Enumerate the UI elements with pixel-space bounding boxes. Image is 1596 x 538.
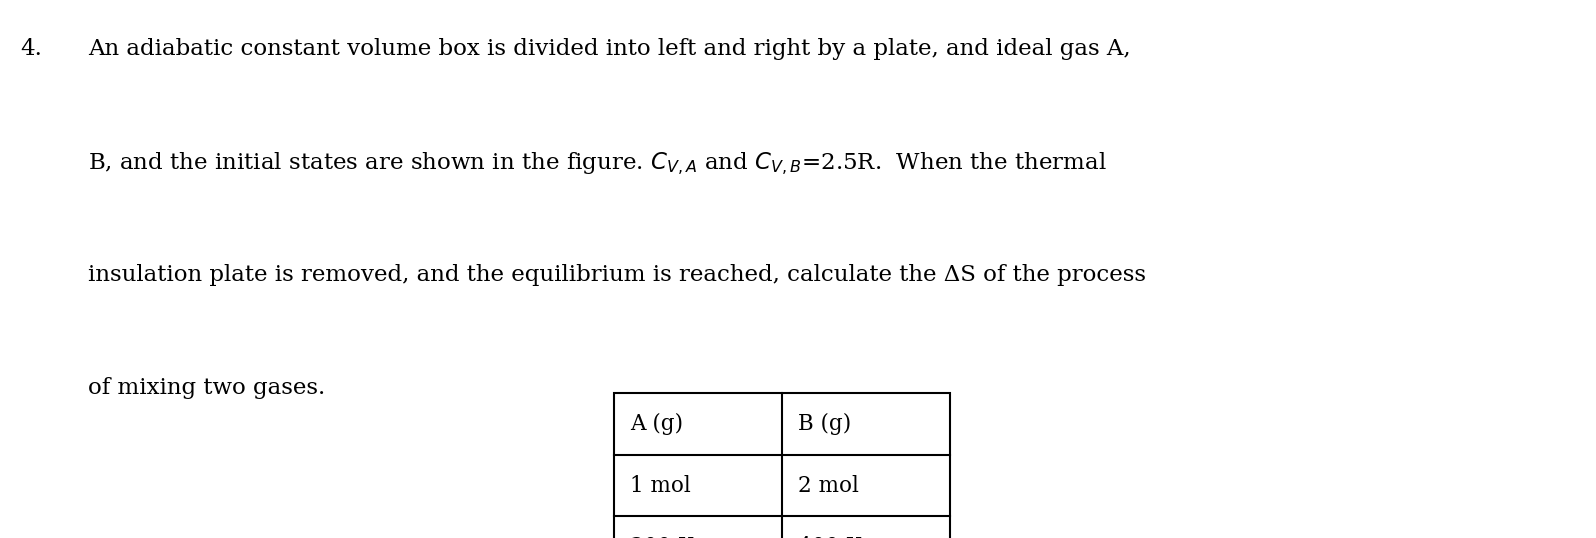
Text: 400 K: 400 K xyxy=(798,536,862,538)
Text: 1 mol: 1 mol xyxy=(630,475,691,497)
Text: B (g): B (g) xyxy=(798,413,851,435)
Text: 4.: 4. xyxy=(21,38,43,60)
Text: insulation plate is removed, and the equilibrium is reached, calculate the ΔS of: insulation plate is removed, and the equ… xyxy=(88,264,1146,286)
Bar xyxy=(614,393,950,538)
Text: of mixing two gases.: of mixing two gases. xyxy=(88,377,326,399)
Text: An adiabatic constant volume box is divided into left and right by a plate, and : An adiabatic constant volume box is divi… xyxy=(88,38,1130,60)
Text: A (g): A (g) xyxy=(630,413,683,435)
Text: 300 K: 300 K xyxy=(630,536,694,538)
Text: B, and the initial states are shown in the figure. $C_{V,A}$ and $C_{V,B}$=2.5R.: B, and the initial states are shown in t… xyxy=(88,151,1106,178)
Text: 2 mol: 2 mol xyxy=(798,475,859,497)
